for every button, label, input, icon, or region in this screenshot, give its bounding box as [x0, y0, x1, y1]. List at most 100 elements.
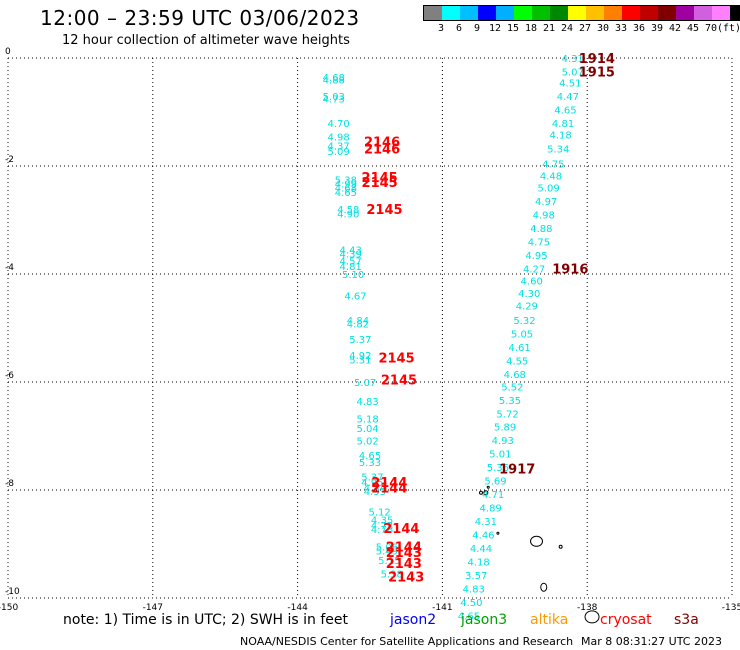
- page-subtitle: 12 hour collection of altimeter wave hei…: [62, 33, 350, 48]
- wave-height-label: 5.12: [369, 508, 391, 519]
- cryosat-time-label: 2145: [362, 176, 398, 191]
- wave-height-label: 4.84: [347, 316, 369, 327]
- cryosat-time-label: 2144: [383, 522, 419, 537]
- satellite-altika: altika: [530, 612, 569, 628]
- cryosat-time-label: 2145: [366, 203, 402, 218]
- wave-height-label: 4.55: [506, 356, 528, 367]
- wave-height-label: 4.68: [323, 73, 345, 84]
- legend-swatch: [694, 6, 712, 20]
- wave-height-label: 4.81: [552, 119, 574, 130]
- legend-swatch: [514, 6, 532, 20]
- legend-swatches: [423, 5, 740, 21]
- wave-height-label: 4.75: [542, 159, 564, 170]
- wave-height-label: 4.65: [335, 188, 357, 199]
- wave-height-label: 5.38: [335, 176, 357, 187]
- lon-tick-label: -135: [722, 603, 740, 613]
- wave-height-label: 4.84: [364, 483, 386, 494]
- wave-height-label: 4.37: [327, 141, 349, 152]
- wave-height-label: 5.07: [354, 378, 376, 389]
- cryosat-time-label: 2143: [388, 570, 424, 585]
- lon-tick-label: -138: [577, 603, 598, 613]
- island-outline: [530, 535, 544, 547]
- color-legend: 3 6 9 12 15 18 21 24 27 30 33 36 39 42 45 70 (ft): [423, 5, 740, 35]
- cryosat-time-label: 2144: [386, 541, 422, 556]
- lat-tick-label: -8: [5, 479, 14, 489]
- note-text: note: 1) Time is in UTC; 2) SWH is in fe…: [63, 612, 349, 628]
- wave-height-label: 5.36: [487, 463, 509, 474]
- legend-label: 21: [542, 23, 556, 34]
- wave-height-label: 5.06: [376, 543, 398, 554]
- legend-swatch: [586, 6, 604, 20]
- wave-height-label: 5.04: [356, 424, 378, 435]
- wave-height-label: 5.09: [327, 147, 349, 158]
- legend-label: 9: [473, 23, 481, 34]
- islands: [479, 485, 600, 624]
- lat-tick-label: -4: [5, 263, 14, 273]
- wave-height-label: 4.47: [557, 92, 579, 103]
- wave-height-label: 4.48: [540, 172, 562, 183]
- cryosat-time-label: 2143: [386, 557, 422, 572]
- wave-height-label: 4.83: [356, 397, 378, 408]
- wave-height-label: 5.05: [511, 329, 533, 340]
- wave-height-label: 4.73: [323, 95, 345, 106]
- wave-height-label: 4.27: [523, 265, 545, 276]
- legend-label: 27: [578, 23, 592, 34]
- wave-height-label: 4.35: [371, 516, 393, 527]
- wave-height-labels: 4.684.885.034.734.704.984.375.095.384.99…: [323, 54, 584, 622]
- footer-timestamp: Mar 8 08:31:27 UTC 2023: [581, 635, 722, 648]
- wave-height-label: 4.18: [550, 131, 572, 142]
- wave-height-label: 4.58: [337, 205, 359, 216]
- lon-tick-label: -150: [0, 603, 18, 613]
- wave-height-label: 4.31: [562, 54, 584, 65]
- island-outline: [558, 544, 563, 549]
- cryosat-time-label: 2144: [371, 481, 407, 496]
- wave-height-label: 5.03: [323, 92, 345, 103]
- island-outline: [496, 531, 500, 535]
- satellite-jason3: jason3: [461, 612, 508, 628]
- wave-height-label: 4.39: [340, 249, 362, 260]
- wave-height-label: 5.33: [359, 458, 381, 469]
- legend-swatch: [550, 6, 568, 20]
- wave-height-label: 5.15: [378, 556, 400, 567]
- legend-labels: 3 6 9 12 15 18 21 24 27 30 33 36 39 42 45 70 (ft): [423, 21, 740, 35]
- cryosat-time-label: 2143: [386, 546, 422, 561]
- satellite-s3a: s3a: [674, 612, 699, 628]
- wave-height-label: 4.93: [364, 487, 386, 498]
- wave-height-label: 4.60: [521, 276, 543, 287]
- wave-height-label: 5.18: [356, 415, 378, 426]
- legend-swatch: [730, 6, 740, 20]
- wave-height-label: 4.78: [371, 525, 393, 536]
- wave-height-label: 5.34: [547, 145, 569, 156]
- satellite-cryosat: cryosat: [600, 612, 652, 628]
- wave-height-label: 4.97: [535, 197, 557, 208]
- wave-height-label: 5.72: [496, 409, 518, 420]
- legend-label: 12: [488, 23, 502, 34]
- island-outline: [486, 485, 490, 489]
- lat-tick-label: 0: [5, 47, 11, 57]
- wave-height-label: 3.57: [465, 571, 487, 582]
- wave-height-label: 4.67: [344, 292, 366, 303]
- map-grid: [7, 57, 733, 599]
- legend-label: 42: [668, 23, 682, 34]
- lat-tick-label: -2: [5, 155, 14, 165]
- wave-height-label: 4.82: [347, 320, 369, 331]
- wave-height-label: 4.95: [525, 251, 547, 262]
- legend-label: 39: [650, 23, 664, 34]
- legend-swatch: [640, 6, 658, 20]
- wave-height-label: 5.32: [513, 316, 535, 327]
- wave-height-label: 4.93: [492, 436, 514, 447]
- s3a-time-label: 1915: [579, 66, 615, 81]
- legend-swatch: [532, 6, 550, 20]
- page-title: 12:00 – 23:59 UTC 03/06/2023: [40, 6, 360, 30]
- legend-label: 6: [455, 23, 463, 34]
- wave-height-label: 4.43: [340, 246, 362, 257]
- legend-label: 36: [632, 23, 646, 34]
- cryosat-time-label: 2144: [371, 476, 407, 491]
- wave-height-label: 4.70: [327, 119, 349, 130]
- lat-tick-label: -6: [5, 371, 14, 381]
- legend-swatch: [622, 6, 640, 20]
- wave-height-label: 4.65: [359, 451, 381, 462]
- legend-swatch: [658, 6, 676, 20]
- wave-height-label: 4.51: [559, 78, 581, 89]
